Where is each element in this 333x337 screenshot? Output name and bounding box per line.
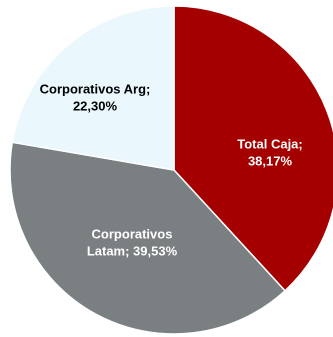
pie-slice-total-caja bbox=[173, 5, 333, 292]
data-label-total-caja: Total Caja; 38,17% bbox=[237, 137, 303, 169]
data-label-line: Total Caja; bbox=[237, 137, 303, 152]
data-label-line: 22,30% bbox=[73, 99, 118, 114]
data-label-corporativos-latam: Corporativos Latam; 39,53% bbox=[87, 227, 178, 259]
slices-layer bbox=[9, 5, 333, 335]
data-label-line: Corporativos Arg; bbox=[40, 82, 151, 97]
data-label-line: Latam; 39,53% bbox=[87, 244, 178, 259]
pie-slice-corporativos-arg bbox=[11, 5, 175, 171]
data-label-line: Corporativos bbox=[92, 227, 173, 242]
data-label-corporativos-arg: Corporativos Arg; 22,30% bbox=[40, 82, 151, 114]
data-label-line: 38,17% bbox=[248, 154, 293, 169]
pie-slice-corporativos-latam bbox=[9, 141, 287, 335]
labels-layer: Total Caja; 38,17% Corporativos Latam; 39,5… bbox=[40, 82, 303, 259]
